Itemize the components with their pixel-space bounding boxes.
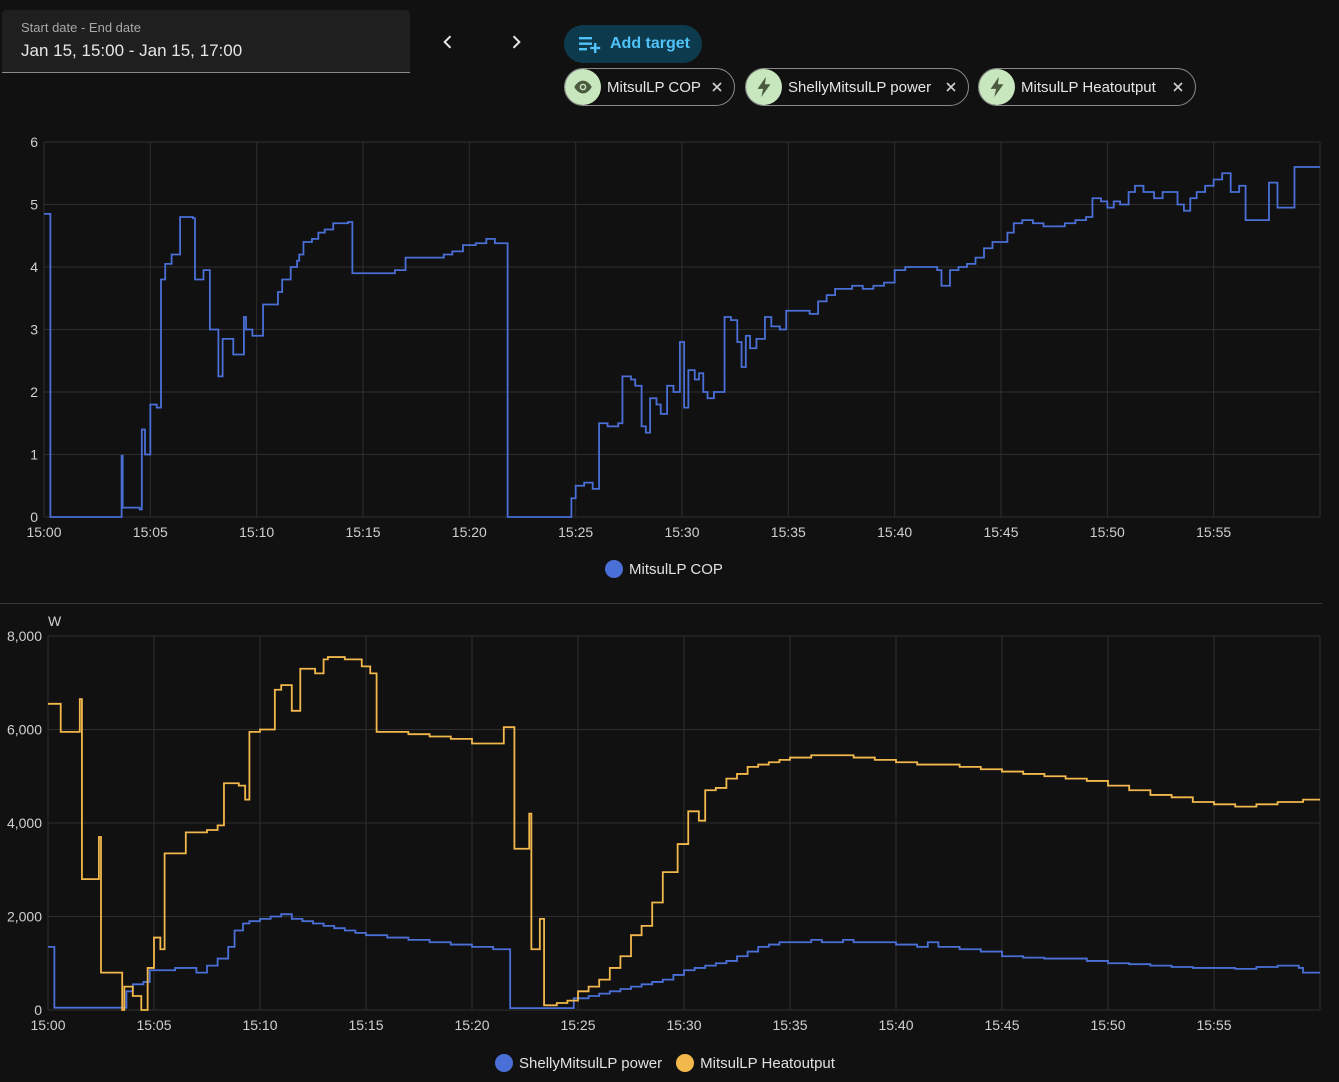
cop-chart[interactable]: 0 1 2 3 4 5 6 15:00 15:05 15:10 15:15 15:20 15:25 15:… [0,130,1339,550]
y-tick-label: 8,000 [7,628,42,644]
y-tick-label: 2,000 [7,909,42,925]
x-tick-label: 15:55 [1196,524,1231,540]
legend-item[interactable]: MitsulLP COP [605,560,723,578]
x-tick-label: 15:40 [877,524,912,540]
lightning-icon [990,76,1004,98]
x-tick-label: 15:10 [242,1017,277,1033]
x-tick-label: 15:05 [136,1017,171,1033]
y-tick-label: 4 [30,259,38,275]
x-tick-label: 15:20 [454,1017,489,1033]
date-range-picker[interactable]: Start date - End date Jan 15, 15:00 - Ja… [2,10,410,73]
close-icon[interactable] [710,80,724,94]
y-tick-label: 0 [30,509,38,525]
eye-icon [574,80,592,94]
legend-swatch [676,1054,695,1072]
target-chip-heatoutput[interactable]: MitsulLP Heatoutput [978,68,1196,106]
x-tick-label: 15:15 [348,1017,383,1033]
legend-swatch [605,560,623,578]
add-target-label: Add target [610,35,690,52]
series-line-mitsullp-heatoutput[interactable] [48,656,1320,1011]
y-tick-label: 3 [30,322,38,338]
y-tick-label: 2 [30,384,38,400]
x-tick-label: 15:35 [772,1017,807,1033]
legend-item[interactable]: ShellyMitsulLP power [495,1054,662,1072]
power-chart[interactable]: 0 2,000 4,000 6,000 8,000 15:00 15:05 15:10 15:1… [0,610,1339,1046]
x-tick-label: 15:45 [984,1017,1019,1033]
add-target-button[interactable]: Add target [564,25,702,63]
x-tick-label: 15:50 [1090,524,1125,540]
chevron-right-icon [512,35,521,49]
legend-swatch [495,1054,513,1072]
target-chip-mitsullp-cop[interactable]: MitsulLP COP [564,68,735,106]
date-range-label: Start date - End date [21,20,141,35]
y-tick-label: 0 [34,1002,42,1018]
legend-label: ShellyMitsulLP power [519,1054,663,1072]
chevron-left-icon [443,35,452,49]
x-tick-label: 15:25 [558,524,593,540]
x-tick-label: 15:15 [345,524,380,540]
y-tick-label: 1 [30,447,38,463]
legend-item[interactable]: MitsulLP Heatoutput [676,1054,835,1072]
x-tick-label: 15:30 [666,1017,701,1033]
y-tick-label: 6 [30,134,38,150]
target-chip-shelly-power[interactable]: ShellyMitsulLP power [745,68,969,106]
x-tick-label: 15:00 [30,1017,65,1033]
target-chip-label: MitsulLP COP [607,78,701,96]
next-period-button[interactable] [498,24,534,60]
x-tick-label: 15:35 [771,524,806,540]
previous-period-button[interactable] [430,24,466,60]
target-chip-label: MitsulLP Heatoutput [1021,78,1156,96]
y-tick-label: 5 [30,197,38,213]
x-tick-label: 15:20 [452,524,487,540]
y-tick-label: 6,000 [7,722,42,738]
close-icon[interactable] [1171,80,1185,94]
x-tick-label: 15:25 [560,1017,595,1033]
series-line-shellymitsullp-power[interactable] [48,913,1320,1010]
playlist-add-icon [579,37,601,53]
target-chip-label: ShellyMitsulLP power [788,78,932,96]
cop-chart-legend: MitsulLP COP [605,560,737,578]
x-tick-label: 15:55 [1196,1017,1231,1033]
chart-divider [0,603,1322,604]
x-tick-label: 15:50 [1090,1017,1125,1033]
y-axis-unit-label: W [48,613,62,629]
x-tick-label: 15:40 [878,1017,913,1033]
series-line-mitsullp-cop[interactable] [44,166,1320,518]
lightning-icon [757,76,771,98]
date-range-value: Jan 15, 15:00 - Jan 15, 17:00 [21,41,243,60]
x-tick-label: 15:05 [133,524,168,540]
legend-label: MitsulLP COP [629,560,723,578]
y-tick-label: 4,000 [7,815,42,831]
x-tick-label: 15:45 [983,524,1018,540]
close-icon[interactable] [944,80,958,94]
x-tick-label: 15:00 [26,524,61,540]
x-tick-label: 15:10 [239,524,274,540]
power-chart-legend: ShellyMitsulLP power MitsulLP Heatoutput [495,1054,849,1072]
legend-label: MitsulLP Heatoutput [700,1054,835,1072]
x-tick-label: 15:30 [664,524,699,540]
